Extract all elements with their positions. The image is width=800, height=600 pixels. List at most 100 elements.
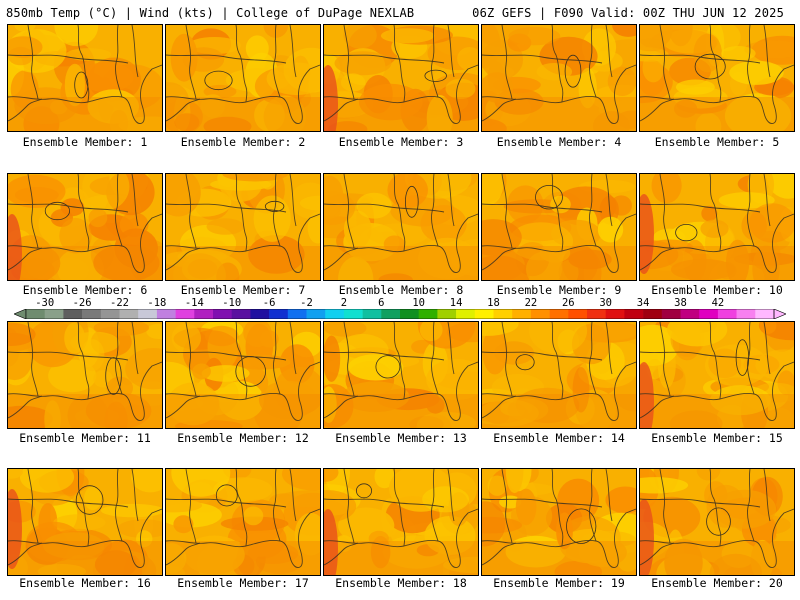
temperature-field-map [482,174,636,280]
colorbar-swatch [82,309,102,319]
colorbar-swatch [661,309,681,319]
colorbar-swatch [156,309,176,319]
run-valid-time: 06Z GEFS | F090 Valid: 00Z THU JUN 12 20… [472,6,784,20]
temperature-field-map [8,322,162,428]
ensemble-member-label: Ensemble Member: 20 [651,576,783,590]
colorbar-swatch [100,309,120,319]
colorbar-tick-label: 38 [674,297,687,309]
temperature-field-map [324,174,478,280]
colorbar-swatch [343,309,363,319]
ensemble-member-label: Ensemble Member: 11 [19,431,151,445]
ensemble-member-label: Ensemble Member: 13 [335,431,467,445]
colorbar-tick-label: -6 [262,297,276,309]
colorbar-swatch [493,309,513,319]
ensemble-member-label: Ensemble Member: 2 [180,135,306,149]
colorbar-swatch [680,309,700,319]
colorbar-swatch [194,309,214,319]
temperature-colorbar [14,309,786,319]
temperature-field-map [8,174,162,280]
colorbar-swatch [325,309,345,319]
colorbar-swatch [418,309,438,319]
temperature-field-map [166,322,320,428]
colorbar-tick-label: -22 [110,297,129,309]
ensemble-member-label: Ensemble Member: 15 [651,431,783,445]
ensemble-member-map [639,468,795,576]
colorbar-tick-label: 22 [524,297,538,309]
colorbar-swatch [624,309,644,319]
map-title: 850mb Temp (°C) | Wind (kts) | College o… [6,6,415,20]
ensemble-member-label: Ensemble Member: 16 [19,576,151,590]
colorbar-swatch [138,309,158,319]
colorbar-swatch [474,309,494,319]
colorbar-tick-label: -26 [72,297,92,309]
ensemble-member-label: Ensemble Member: 12 [177,431,309,445]
temperature-field-map [324,322,478,428]
ensemble-member-map [639,321,795,429]
ensemble-member-label: Ensemble Member: 3 [338,135,464,149]
colorbar-swatch [736,309,756,319]
ensemble-member-map [165,468,321,576]
colorbar-swatch [643,309,663,319]
colorbar-tick-label: -30 [35,297,55,309]
temperature-field-map [324,25,478,131]
colorbar-tick-label: 2 [340,297,348,309]
ensemble-member-map [165,173,321,281]
colorbar-swatch [717,309,737,319]
colorbar-swatch [269,309,289,319]
temperature-field-map [166,25,320,131]
temperature-field-map [8,25,162,131]
ensemble-member-map [481,24,637,132]
ensemble-member-map [165,321,321,429]
ensemble-member-map [481,173,637,281]
ensemble-member-label: Ensemble Member: 4 [496,135,622,149]
ensemble-member-label: Ensemble Member: 19 [493,576,625,590]
colorbar-swatch [306,309,326,319]
temperature-field-map [166,174,320,280]
colorbar-swatch [437,309,457,319]
ensemble-member-label: Ensemble Member: 5 [654,135,780,149]
temperature-field-map [640,25,794,131]
colorbar-swatch [250,309,270,319]
temperature-field-map [640,322,794,428]
ensemble-member-label: Ensemble Member: 8 [338,283,464,297]
colorbar-swatch [381,309,401,319]
colorbar-swatch [175,309,195,319]
colorbar-swatch [63,309,83,319]
ensemble-member-map [165,24,321,132]
temperature-field-map [324,469,478,575]
ensemble-member-map [7,173,163,281]
colorbar-swatch [755,309,775,319]
colorbar-tick-label: 18 [487,297,500,309]
colorbar-tick-label: -2 [300,297,313,309]
colorbar-swatch [568,309,588,319]
ensemble-member-label: Ensemble Member: 6 [22,283,148,297]
temperature-field-map [8,469,162,575]
colorbar-swatch [456,309,476,319]
ensemble-member-label: Ensemble Member: 1 [22,135,148,149]
colorbar-tick-label: 14 [449,297,463,309]
ensemble-member-map [481,468,637,576]
colorbar-tick-label: 30 [599,297,613,309]
colorbar-tick-label: 26 [561,297,575,309]
colorbar-swatch [530,309,550,319]
ensemble-member-label: Ensemble Member: 18 [335,576,467,590]
colorbar-swatch [549,309,569,319]
temperature-field-map [482,469,636,575]
colorbar-swatch [605,309,625,319]
colorbar-swatch [362,309,382,319]
temperature-field-map [640,469,794,575]
ensemble-member-map [323,468,479,576]
colorbar-tick-label: 34 [636,297,650,309]
colorbar-tick-label: 10 [412,297,426,309]
ensemble-member-label: Ensemble Member: 7 [180,283,306,297]
colorbar-tick-label: -18 [147,297,167,309]
temperature-field-map [640,174,794,280]
colorbar-swatch [287,309,307,319]
ensemble-member-map [323,173,479,281]
ensemble-member-map [7,24,163,132]
colorbar-swatch [44,309,64,319]
colorbar-swatch [213,309,232,319]
ensemble-member-label: Ensemble Member: 14 [493,431,625,445]
temperature-field-map [166,469,320,575]
ensemble-member-label: Ensemble Member: 9 [496,283,622,297]
